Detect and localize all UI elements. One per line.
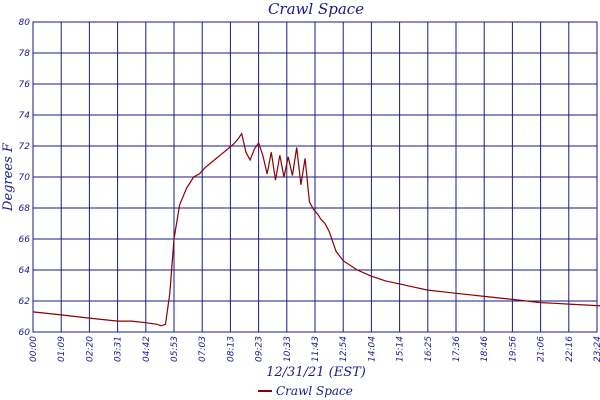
x-tick-label: 09:23 [255, 336, 265, 362]
y-tick-label: 70 [19, 173, 31, 183]
x-tick-label: 22:16 [565, 336, 575, 362]
x-tick-label: 05:53 [170, 336, 180, 362]
y-tick-label: 74 [19, 111, 31, 121]
x-tick-label: 04:42 [142, 336, 152, 362]
legend: Crawl Space [258, 384, 353, 398]
x-tick-label: 12:54 [339, 336, 349, 362]
y-tick-label: 60 [19, 328, 31, 338]
x-tick-label: 23:24 [593, 336, 600, 362]
grid [32, 21, 598, 333]
x-tick-label: 18:46 [480, 336, 490, 362]
x-tick-label: 11:43 [311, 336, 321, 362]
x-tick-label: 17:36 [452, 336, 462, 362]
x-tick-label: 14:04 [367, 336, 377, 362]
x-tick-label: 15:14 [396, 336, 406, 362]
x-tick-label: 03:31 [114, 336, 124, 362]
x-tick-labels: 00:00 01:09 02:20 03:31 04:42 05:53 07:03 08:13… [29, 336, 600, 362]
y-tick-label: 72 [19, 142, 31, 152]
chart-title: Crawl Space [268, 0, 364, 18]
y-tick-labels: 60 62 64 66 68 70 72 74 76 78 80 [19, 18, 31, 338]
x-tick-label: 08:13 [226, 336, 236, 362]
x-tick-label: 16:25 [424, 336, 434, 362]
x-tick-label: 21:06 [537, 336, 547, 362]
y-tick-label: 78 [19, 49, 31, 59]
x-tick-label: 19:56 [508, 336, 518, 362]
y-tick-label: 76 [19, 80, 31, 90]
x-axis-label: 12/31/21 (EST) [266, 365, 366, 380]
y-tick-label: 64 [19, 266, 31, 276]
legend-label: Crawl Space [276, 384, 353, 398]
y-tick-label: 66 [19, 235, 31, 245]
series-lines [32, 132, 600, 327]
x-tick-label: 10:33 [283, 336, 293, 362]
x-tick-label: 07:03 [198, 336, 208, 362]
series-line-crawl-space [32, 132, 600, 327]
y-tick-label: 80 [19, 18, 31, 28]
y-tick-label: 68 [19, 204, 31, 214]
x-tick-label: 02:20 [85, 336, 95, 362]
x-tick-label: 00:00 [29, 336, 39, 362]
x-tick-label: 01:09 [57, 336, 67, 362]
y-axis-label: Degrees F [1, 142, 16, 212]
y-tick-label: 62 [19, 297, 31, 307]
